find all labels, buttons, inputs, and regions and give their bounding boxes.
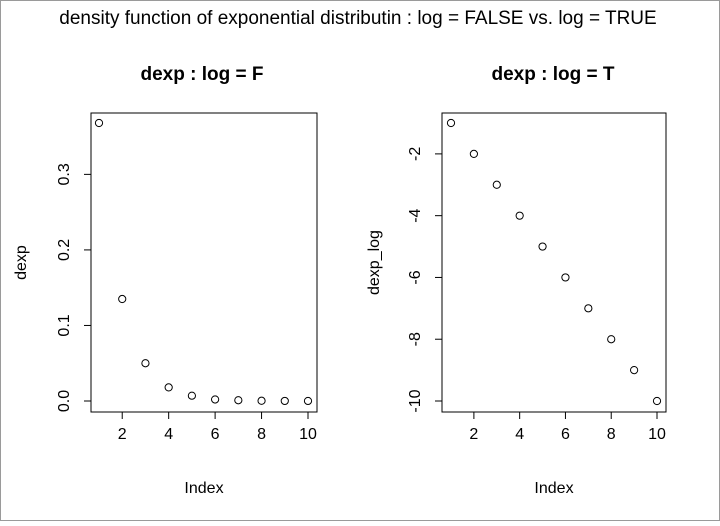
x-tick-label: 10 bbox=[648, 426, 666, 443]
y-tick-label: -2 bbox=[407, 147, 424, 161]
x-tick-label: 2 bbox=[469, 426, 478, 443]
data-point bbox=[652, 396, 662, 406]
data-point bbox=[141, 359, 150, 368]
data-point bbox=[492, 180, 501, 189]
data-point bbox=[538, 242, 547, 251]
data-point bbox=[469, 149, 478, 158]
chart-panel-2: dexp : log = T 2 4 6 8 10 Index -2 -4 -6 -8 -10 dexp… bbox=[366, 64, 667, 497]
data-point bbox=[257, 396, 266, 405]
y-tick-label: 0.1 bbox=[56, 314, 73, 336]
y-tick-label: -6 bbox=[407, 270, 424, 284]
x-tick-label: 8 bbox=[607, 426, 616, 443]
data-point bbox=[584, 304, 593, 313]
x-tick-label: 4 bbox=[515, 426, 524, 443]
data-point bbox=[630, 366, 639, 375]
data-point bbox=[211, 395, 220, 404]
data-point bbox=[164, 383, 173, 392]
y-tick-label: -8 bbox=[407, 332, 424, 346]
panel-title: dexp : log = F bbox=[141, 64, 264, 85]
data-point bbox=[561, 273, 570, 282]
x-axis-label: Index bbox=[534, 480, 573, 497]
panel-title: dexp : log = T bbox=[492, 64, 615, 85]
x-tick-label: 6 bbox=[211, 426, 220, 443]
chart-panels: dexp : log = F 2 4 6 8 10 Index 0.0 0.1 0.2 0.3 dex… bbox=[13, 64, 667, 497]
x-tick-label: 8 bbox=[257, 426, 266, 443]
plot-box bbox=[90, 112, 318, 413]
x-tick-label: 4 bbox=[164, 426, 173, 443]
data-point bbox=[118, 294, 127, 304]
y-tick-label: 0.0 bbox=[56, 390, 73, 412]
data-point bbox=[446, 118, 456, 128]
y-tick-label: 0.2 bbox=[56, 239, 73, 261]
y-tick-label: -10 bbox=[407, 389, 424, 412]
x-tick-label: 2 bbox=[118, 426, 127, 443]
x-axis-label: Index bbox=[184, 480, 223, 497]
chart-panel-1: dexp : log = F 2 4 6 8 10 Index 0.0 0.1 0.2 0.3 dex… bbox=[13, 64, 318, 497]
data-point bbox=[280, 396, 289, 406]
y-tick-label: 0.3 bbox=[56, 163, 73, 185]
y-axis-label: dexp bbox=[13, 245, 30, 280]
data-point bbox=[234, 396, 243, 405]
x-tick-label: 10 bbox=[299, 426, 317, 443]
y-tick-label: -4 bbox=[407, 208, 424, 222]
data-point bbox=[187, 391, 196, 400]
data-point bbox=[515, 211, 524, 220]
data-point bbox=[607, 335, 616, 344]
data-point bbox=[94, 118, 104, 128]
y-axis-label: dexp_log bbox=[366, 230, 383, 295]
data-point bbox=[303, 396, 313, 406]
x-tick-label: 6 bbox=[561, 426, 570, 443]
main-title: density function of exponential distribu… bbox=[59, 8, 656, 29]
